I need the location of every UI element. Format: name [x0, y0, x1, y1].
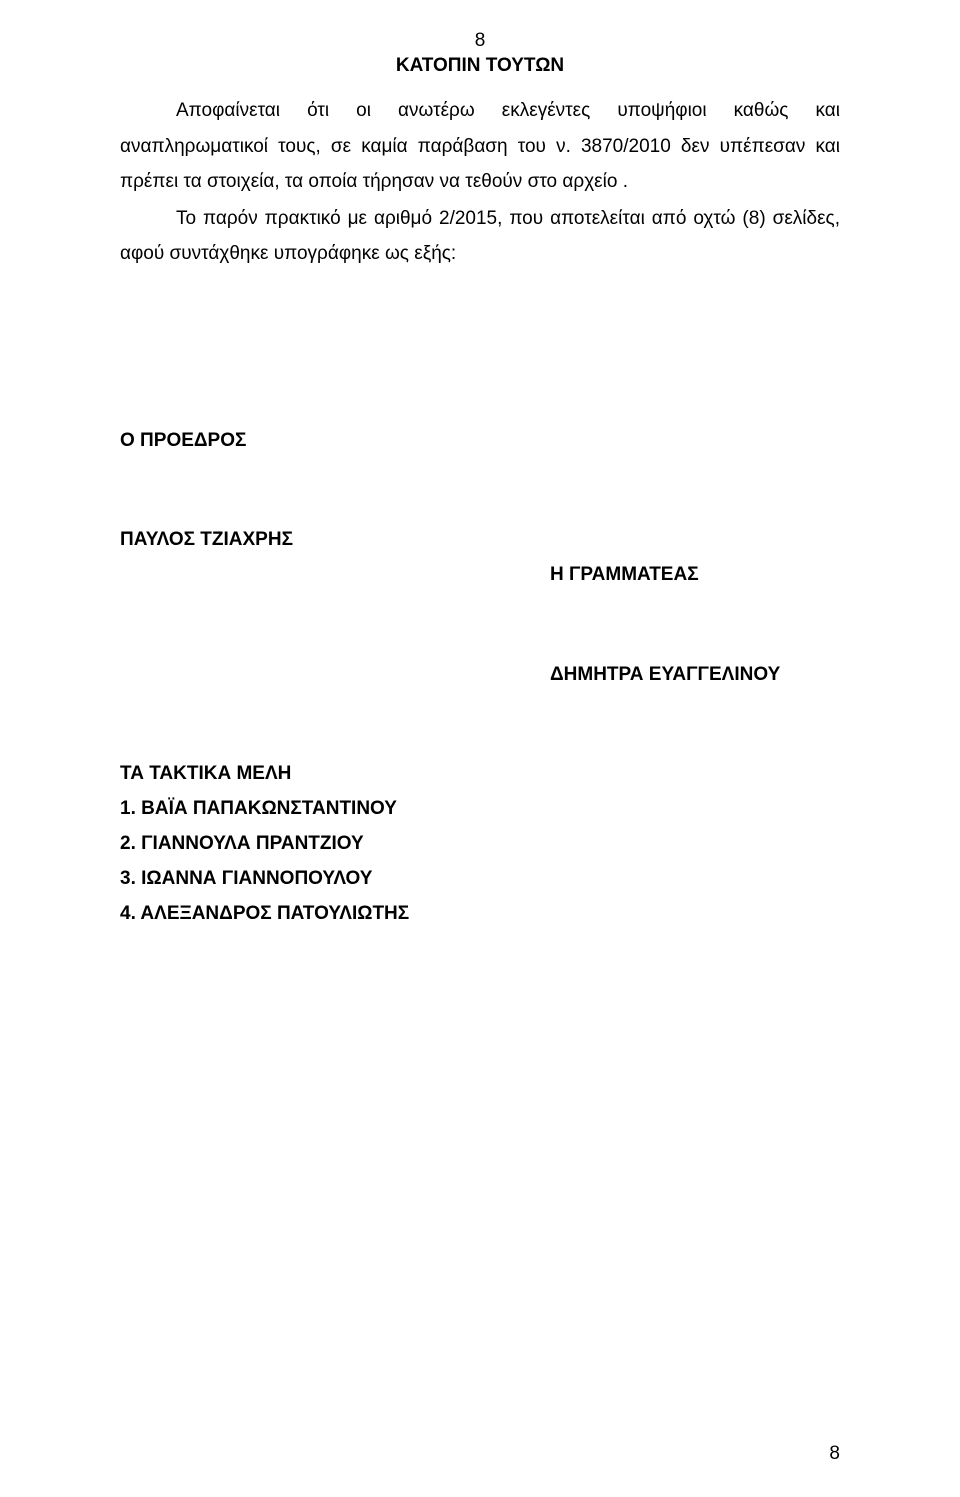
- member-4: 4. ΑΛΕΞΑΝΔΡΟΣ ΠΑΤΟΥΛΙΩΤΗΣ: [120, 896, 840, 931]
- document-page: 8 ΚΑΤΟΠΙΝ ΤΟΥΤΩΝ Αποφαίνεται ότι οι ανωτ…: [0, 0, 960, 1497]
- spacer: [120, 458, 840, 522]
- member-3: 3. ΙΩΑΝΝΑ ΓΙΑΝΝΟΠΟΥΛΟΥ: [120, 861, 840, 896]
- spacer: [120, 593, 840, 657]
- members-title: ΤΑ ΤΑΚΤΙΚΑ ΜΕΛΗ: [120, 756, 840, 791]
- spacer: [120, 692, 840, 756]
- document-title: ΚΑΤΟΠΙΝ ΤΟΥΤΩΝ: [120, 53, 840, 80]
- secretary-name: ΔΗΜΗΤΡΑ ΕΥΑΓΓΕΛΙΝΟΥ: [120, 657, 840, 692]
- paragraph-1: Αποφαίνεται ότι οι ανωτέρω εκλεγέντες υπ…: [120, 93, 840, 198]
- member-1: 1. ΒΑΪΑ ΠΑΠΑΚΩΝΣΤΑΝΤΙΝΟΥ: [120, 791, 840, 826]
- secretary-label: Η ΓΡΑΜΜΑΤΕΑΣ: [120, 557, 840, 592]
- paragraph-2: Το παρόν πρακτικό με αριθμό 2/2015, που …: [120, 201, 840, 271]
- president-name: ΠΑΥΛΟΣ ΤΖΙΑΧΡΗΣ: [120, 522, 840, 557]
- spacer: [120, 273, 840, 423]
- page-number-bottom: 8: [829, 1436, 840, 1471]
- president-label: Ο ΠΡΟΕΔΡΟΣ: [120, 423, 840, 458]
- page-number-top: 8: [120, 30, 840, 53]
- member-2: 2. ΓΙΑΝΝΟΥΛΑ ΠΡΑΝΤΖΙΟΥ: [120, 826, 840, 861]
